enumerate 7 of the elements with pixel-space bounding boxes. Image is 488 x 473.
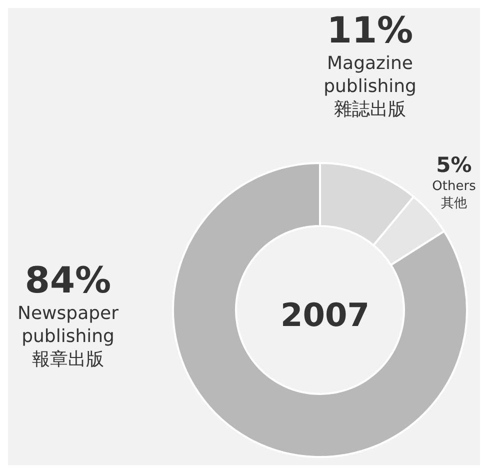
slice-label: Others 其他 [432, 179, 476, 211]
text: 2007 [280, 296, 370, 334]
slice-label: Newspaper publishing 報章出版 [18, 303, 120, 370]
slice-label: Magazine publishing 雜誌出版 [324, 53, 416, 120]
data-label: 5% [436, 153, 472, 177]
data-label: 84% [24, 260, 112, 302]
data-label: 11% [326, 10, 414, 52]
